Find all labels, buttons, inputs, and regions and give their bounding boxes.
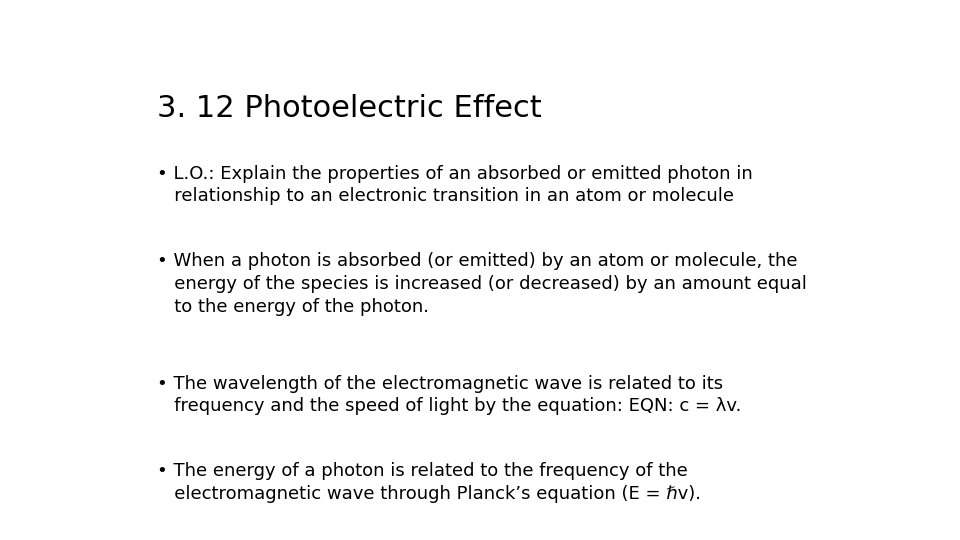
- Text: • When a photon is absorbed (or emitted) by an atom or molecule, the
   energy o: • When a photon is absorbed (or emitted)…: [157, 252, 807, 316]
- Text: • The wavelength of the electromagnetic wave is related to its
   frequency and : • The wavelength of the electromagnetic …: [157, 375, 741, 415]
- Text: • The energy of a photon is related to the frequency of the
   electromagnetic w: • The energy of a photon is related to t…: [157, 462, 701, 503]
- Text: • L.O.: Explain the properties of an absorbed or emitted photon in
   relationsh: • L.O.: Explain the properties of an abs…: [157, 165, 753, 206]
- Text: 3. 12 Photoelectric Effect: 3. 12 Photoelectric Effect: [157, 94, 542, 123]
